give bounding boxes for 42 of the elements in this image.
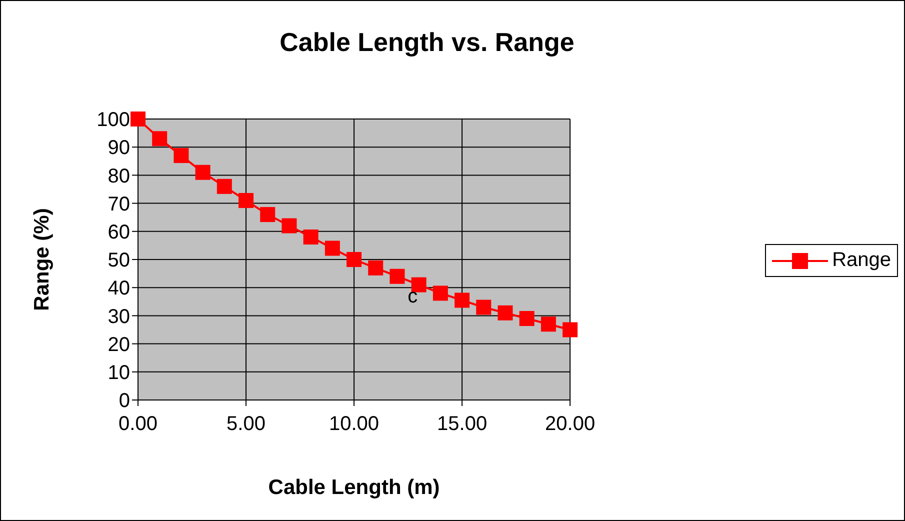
point	[411, 277, 426, 292]
x-tick-label: 5.00	[226, 413, 266, 436]
point	[540, 316, 556, 332]
point	[432, 286, 448, 301]
point	[498, 305, 513, 320]
point	[368, 260, 384, 276]
point	[152, 131, 168, 146]
point	[195, 164, 210, 180]
y-tick-label: 80	[108, 165, 130, 188]
y-tick-label: 60	[108, 222, 130, 244]
point	[303, 230, 318, 245]
point	[562, 322, 578, 338]
x-axis-title: Cable Length (m)	[268, 476, 440, 499]
x-tick-label: 20.00	[545, 413, 596, 436]
y-tick-label: 20	[108, 334, 130, 356]
point	[216, 178, 232, 194]
point	[519, 311, 534, 326]
y-tick-label: 100	[96, 109, 130, 132]
point	[282, 218, 297, 234]
x-tick-label: 10.00	[329, 413, 380, 436]
y-tick-label: 70	[108, 193, 130, 216]
point	[454, 292, 470, 308]
point	[130, 112, 146, 126]
y-tick-label: 50	[108, 250, 130, 272]
legend-label: Range	[832, 249, 891, 272]
x-tick-label: 15.00	[437, 413, 488, 436]
y-tick-label: 90	[108, 137, 130, 160]
y-tick-label: 30	[108, 306, 130, 328]
chart-title: Cable Length vs. Range	[278, 27, 576, 58]
point	[174, 148, 189, 164]
x-tick-label: 0.00	[118, 413, 158, 436]
point	[238, 192, 254, 208]
y-axis-title: Range (%)	[30, 208, 54, 311]
y-tick-label: 0	[118, 390, 130, 412]
y-tick-label: 10	[108, 362, 130, 384]
point	[476, 300, 492, 315]
annotation: c	[408, 286, 418, 308]
point	[260, 207, 276, 222]
y-tick-label: 40	[108, 278, 130, 300]
point	[324, 240, 340, 256]
point	[346, 252, 362, 267]
point	[390, 268, 405, 284]
